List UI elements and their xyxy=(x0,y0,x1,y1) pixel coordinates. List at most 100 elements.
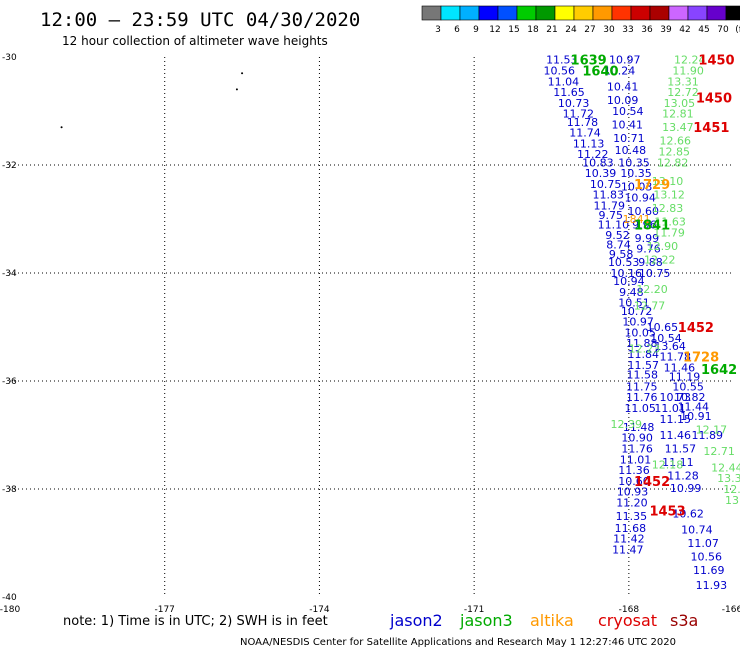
wave-height-label: 10.74 xyxy=(681,524,713,537)
time-mark: 1640 xyxy=(582,65,618,80)
wave-height-label: 11.19 xyxy=(669,371,701,384)
wave-height-label: 12.66 xyxy=(660,135,692,148)
wave-height-label: 10.51 xyxy=(618,297,650,310)
colorbar-swatch xyxy=(687,5,708,21)
wave-height-label: 11.44 xyxy=(678,400,710,413)
wave-height-label: 11.65 xyxy=(553,86,585,99)
wave-height-label: 11.83 xyxy=(592,189,624,202)
legend-jason2: jason2 xyxy=(389,611,443,630)
wave-height-label: 12.72 xyxy=(667,86,699,99)
wave-height-label: 10.99 xyxy=(670,482,702,495)
wave-height-label: 11.10 xyxy=(598,218,630,231)
wave-height-label: 10.75 xyxy=(590,178,622,191)
colorbar-label: (ft) xyxy=(735,25,740,35)
colorbar-swatch xyxy=(554,5,575,21)
wave-height-label: 11.79 xyxy=(594,200,626,213)
wave-height-label: 12. xyxy=(723,483,740,496)
wave-height-label: 11.05 xyxy=(624,402,656,415)
satellite-legend: jason2 jason3 altika cryosat s3a xyxy=(389,611,698,630)
wave-height-label: 10.65 xyxy=(647,321,679,334)
wave-height-label: 11.07 xyxy=(687,537,719,550)
wave-height-label: 11.57 xyxy=(628,359,660,372)
wave-height-label: 10.56 xyxy=(543,65,575,78)
wave-height-label: 10.55 xyxy=(672,380,704,393)
wave-height-label: 10.62 xyxy=(672,507,704,520)
wave-height-label: 10.16 xyxy=(611,267,643,280)
wave-height-label: 1841 xyxy=(623,213,651,226)
wave-height-label: 10.97 xyxy=(622,316,654,329)
wave-height-label: 10.72 xyxy=(621,305,653,318)
wave-height-label: 10.82 xyxy=(674,391,706,404)
colorbar-label: 45 xyxy=(698,25,709,35)
time-mark: 1450 xyxy=(698,54,734,69)
colorbar-swatch xyxy=(706,5,727,21)
wave-height-label: 9.48 xyxy=(619,286,644,299)
wave-height-label: 11.42 xyxy=(613,533,645,546)
wave-height-label: 11.75 xyxy=(626,380,658,393)
wave-height-label: 13.10 xyxy=(652,175,684,188)
colorbar-label: 36 xyxy=(641,25,653,35)
wave-height-label: 10.83 xyxy=(582,156,614,169)
legend-jason3: jason3 xyxy=(459,611,513,630)
wave-height-label: 10.24 xyxy=(604,65,636,78)
y-tick-label: -40 xyxy=(2,593,17,603)
wave-height-label: 10.94 xyxy=(624,191,656,204)
colorbar-swatch xyxy=(573,5,594,21)
wave-height-label: 11.78 xyxy=(660,351,692,364)
wave-height-label: 10.54 xyxy=(650,332,682,345)
colorbar-swatch xyxy=(611,5,632,21)
wave-height-label: 12.81 xyxy=(662,108,694,121)
wave-height-label: 11.48 xyxy=(623,421,655,434)
wave-height-label: 11.35 xyxy=(616,510,648,523)
time-mark: 1729 xyxy=(634,178,670,193)
wave-height-label: 11.79 xyxy=(653,227,685,240)
y-tick-label: -30 xyxy=(2,53,17,63)
wave-height-label: 10.03 xyxy=(621,181,653,194)
wave-height-label: 10.90 xyxy=(621,432,653,445)
wave-height-label: 9.52 xyxy=(605,229,630,242)
footer-credit: NOAA/NESDIS Center for Satellite Applica… xyxy=(240,637,676,648)
wave-height-label: 11.01 xyxy=(654,402,686,415)
time-mark: 1728 xyxy=(683,351,719,366)
colorbar-label: 70 xyxy=(717,25,729,35)
wave-height-label: 10.75 xyxy=(639,267,671,280)
wave-height-label: 9.99 xyxy=(635,232,660,245)
wave-height-label: 9.88 xyxy=(638,256,663,269)
wave-height-label: 11.36 xyxy=(618,464,650,477)
wave-height-label: 11.90 xyxy=(672,65,704,78)
wave-height-label: 10.60 xyxy=(618,475,650,488)
wave-height-label: 11.93 xyxy=(696,579,728,592)
wave-height-label: 12.23 xyxy=(629,343,661,356)
colorbar-swatch xyxy=(668,5,689,21)
y-tick-label: -34 xyxy=(2,269,17,279)
colorbar-label: 15 xyxy=(508,25,519,35)
wave-height-label: 8.74 xyxy=(606,238,631,251)
wave-height-label: 9.75 xyxy=(599,209,624,222)
wave-height-label: 11.46 xyxy=(660,429,692,442)
wave-height-label: 12.22 xyxy=(644,254,676,267)
legend-cryosat: cryosat xyxy=(598,611,657,630)
wave-height-label: 11.53 xyxy=(546,54,578,67)
wave-height-label: 12.18 xyxy=(652,459,684,472)
wave-height-label: 12.20 xyxy=(636,283,668,296)
wave-height-label: 10.35 xyxy=(618,156,650,169)
wave-height-label: 10.71 xyxy=(613,132,645,145)
wave-height-label: 11.13 xyxy=(573,137,605,150)
island-dot xyxy=(241,72,244,75)
wave-height-label: 10.93 xyxy=(617,486,649,499)
wave-height-label: 10.97 xyxy=(609,54,641,67)
x-tick-label: -180 xyxy=(0,605,20,615)
wave-height-label: 9.96 xyxy=(632,218,657,231)
wave-height-label: 13.64 xyxy=(654,340,686,353)
wave-height-label: 11.76 xyxy=(626,391,658,404)
wave-height-label: 11.22 xyxy=(577,148,609,161)
wave-height-label: 11.47 xyxy=(612,543,644,556)
colorbar-label: 6 xyxy=(454,25,460,35)
colorbar-swatch xyxy=(630,5,651,21)
colorbar-swatch xyxy=(592,5,613,21)
wave-height-label: 10.73 xyxy=(558,97,590,110)
time-mark: 1453 xyxy=(649,505,685,520)
wave-height-label: 10.05 xyxy=(624,326,656,339)
